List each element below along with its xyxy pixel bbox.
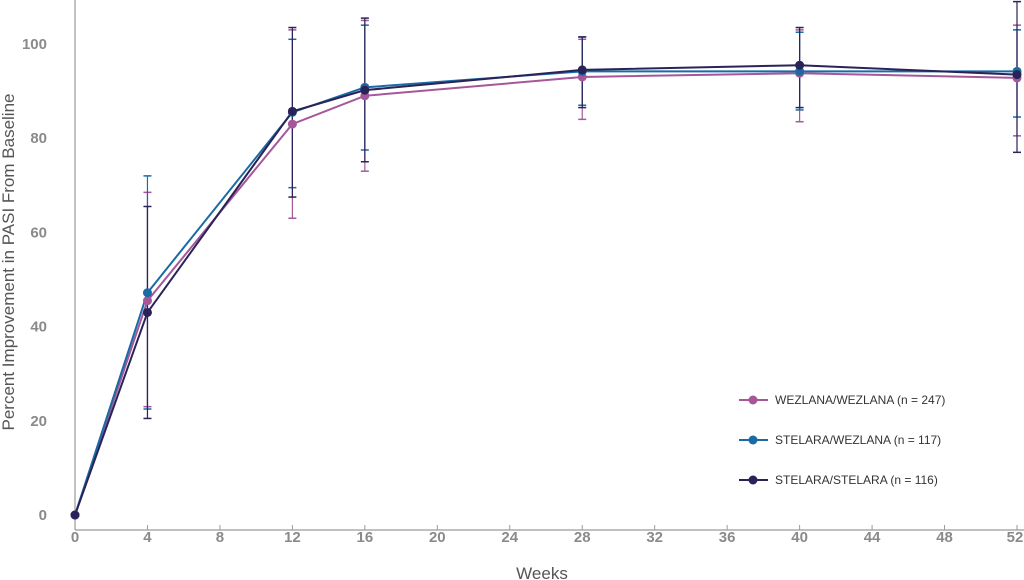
data-point xyxy=(70,510,80,520)
series-line-2 xyxy=(74,64,1018,516)
error-bars xyxy=(143,0,1021,420)
legend-marker xyxy=(748,435,758,445)
x-tick-label: 28 xyxy=(574,529,591,546)
x-tick-label: 12 xyxy=(284,529,301,546)
x-tick-label: 36 xyxy=(719,529,736,546)
data-point xyxy=(287,106,297,116)
data-point xyxy=(360,85,370,95)
x-axis-title: Weeks xyxy=(516,564,568,580)
data-point xyxy=(577,65,587,75)
y-tick-label: 0 xyxy=(39,507,47,524)
x-tick-label: 40 xyxy=(791,529,808,546)
legend: WEZLANA/WEZLANA (n = 247) STELARA/WEZLANA… xyxy=(739,393,945,487)
y-axis-ticks: 0 20 40 60 80 100 xyxy=(22,36,47,524)
legend-label: WEZLANA/WEZLANA (n = 247) xyxy=(775,393,945,407)
x-tick-label: 44 xyxy=(864,529,881,546)
axes xyxy=(74,0,1024,531)
x-axis-ticks: 0 4 8 12 16 20 24 28 32 36 40 44 48 52 xyxy=(71,525,1024,546)
x-tick-label: 4 xyxy=(143,529,152,546)
x-tick-label: 32 xyxy=(646,529,663,546)
x-tick-label: 0 xyxy=(71,529,79,546)
x-tick-label: 52 xyxy=(1007,529,1024,546)
data-point xyxy=(1012,70,1022,80)
legend-label: STELARA/STELARA (n = 116) xyxy=(775,473,938,487)
y-tick-label: 100 xyxy=(22,36,47,53)
series-line-0 xyxy=(74,72,1018,516)
y-tick-label: 20 xyxy=(30,413,47,430)
data-point xyxy=(142,307,152,317)
x-tick-label: 16 xyxy=(357,529,374,546)
data-point xyxy=(142,296,152,306)
legend-label: STELARA/WEZLANA (n = 117) xyxy=(775,433,941,447)
data-point xyxy=(795,60,805,70)
y-axis-title: Percent Improvement in PASI From Baselin… xyxy=(0,94,18,431)
y-tick-label: 60 xyxy=(30,224,47,241)
legend-marker xyxy=(748,475,758,485)
series-line-1 xyxy=(74,70,1017,516)
data-point xyxy=(287,119,297,129)
series-lines xyxy=(74,64,1018,516)
x-tick-label: 48 xyxy=(936,529,953,546)
data-point xyxy=(142,288,152,298)
series-points xyxy=(70,60,1022,520)
x-tick-label: 8 xyxy=(216,529,224,546)
x-tick-label: 20 xyxy=(429,529,446,546)
x-tick-label: 24 xyxy=(501,529,518,546)
y-tick-label: 40 xyxy=(30,319,47,336)
y-tick-label: 80 xyxy=(30,130,47,147)
legend-marker xyxy=(748,395,758,405)
